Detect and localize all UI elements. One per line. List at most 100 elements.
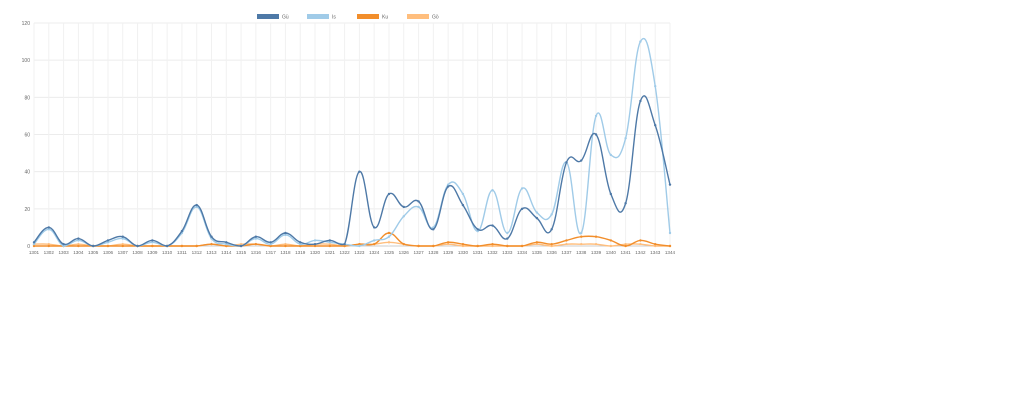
data-point[interactable] [77, 237, 80, 240]
data-point[interactable] [446, 241, 450, 244]
data-point[interactable] [550, 213, 553, 216]
data-point[interactable] [417, 200, 420, 203]
data-point[interactable] [446, 183, 450, 186]
data-point[interactable] [580, 231, 583, 235]
data-point[interactable] [446, 185, 450, 188]
legend-item[interactable]: Gö [407, 14, 439, 21]
data-point[interactable] [254, 237, 258, 240]
data-point[interactable] [91, 244, 95, 248]
data-point[interactable] [520, 187, 524, 190]
data-point[interactable] [594, 114, 598, 118]
data-point[interactable] [550, 242, 553, 246]
data-point[interactable] [343, 242, 346, 246]
data-point[interactable] [358, 244, 361, 248]
data-point[interactable] [624, 202, 627, 205]
data-point[interactable] [225, 244, 228, 248]
data-point[interactable] [180, 244, 184, 248]
data-point[interactable] [387, 192, 391, 196]
data-point[interactable] [654, 244, 657, 248]
data-point[interactable] [106, 239, 110, 242]
data-point[interactable] [432, 244, 435, 248]
data-point[interactable] [121, 237, 124, 240]
data-point[interactable] [654, 242, 657, 246]
data-point[interactable] [106, 244, 110, 248]
data-point[interactable] [210, 235, 213, 238]
data-point[interactable] [668, 183, 672, 186]
data-point[interactable] [210, 242, 213, 246]
data-point[interactable] [269, 241, 272, 244]
data-point[interactable] [506, 244, 509, 248]
data-point[interactable] [328, 244, 332, 248]
data-point[interactable] [358, 242, 361, 246]
data-point[interactable] [151, 241, 154, 244]
data-point[interactable] [520, 207, 524, 211]
data-point[interactable] [476, 228, 479, 231]
data-point[interactable] [47, 228, 50, 231]
data-point[interactable] [313, 244, 317, 248]
data-point[interactable] [47, 244, 50, 248]
data-point[interactable] [609, 192, 613, 196]
data-point[interactable] [594, 133, 598, 136]
data-point[interactable] [491, 224, 494, 227]
data-point[interactable] [461, 242, 465, 246]
data-point[interactable] [639, 239, 642, 242]
data-point[interactable] [609, 244, 613, 248]
data-point[interactable] [654, 124, 657, 127]
data-point[interactable] [609, 239, 613, 242]
legend-item[interactable]: Ku [357, 14, 388, 21]
data-point[interactable] [535, 242, 539, 246]
data-point[interactable] [550, 228, 553, 231]
data-point[interactable] [151, 244, 154, 248]
data-point[interactable] [476, 229, 479, 233]
data-point[interactable] [461, 203, 465, 207]
legend-item[interactable]: Is [307, 14, 336, 21]
data-point[interactable] [461, 192, 465, 196]
data-point[interactable] [77, 242, 80, 246]
data-point[interactable] [121, 244, 124, 248]
data-point[interactable] [195, 244, 198, 248]
data-point[interactable] [535, 216, 539, 220]
data-point[interactable] [387, 231, 391, 235]
data-point[interactable] [121, 242, 124, 246]
data-point[interactable] [195, 205, 198, 209]
data-point[interactable] [299, 242, 302, 246]
data-point[interactable] [402, 242, 405, 246]
data-point[interactable] [254, 242, 258, 246]
data-point[interactable] [565, 242, 568, 246]
data-point[interactable] [461, 244, 465, 248]
data-point[interactable] [372, 239, 376, 242]
data-point[interactable] [668, 231, 672, 235]
data-point[interactable] [151, 239, 154, 242]
data-point[interactable] [387, 241, 391, 244]
data-point[interactable] [32, 242, 36, 246]
data-point[interactable] [565, 161, 568, 164]
legend[interactable]: Gü Is Ku Gö [257, 14, 439, 21]
data-point[interactable] [639, 99, 642, 103]
data-point[interactable] [624, 244, 627, 248]
data-point[interactable] [62, 242, 65, 246]
data-point[interactable] [550, 244, 553, 248]
data-point[interactable] [624, 137, 627, 140]
data-point[interactable] [491, 244, 494, 248]
data-point[interactable] [32, 244, 36, 248]
data-point[interactable] [269, 244, 272, 248]
data-point[interactable] [639, 242, 642, 246]
data-point[interactable] [225, 242, 228, 246]
data-point[interactable] [417, 205, 420, 209]
data-point[interactable] [254, 235, 258, 238]
data-point[interactable] [580, 242, 583, 246]
data-point[interactable] [32, 241, 36, 244]
data-point[interactable] [284, 233, 287, 237]
data-point[interactable] [269, 242, 272, 246]
data-point[interactable] [239, 242, 243, 246]
data-point[interactable] [506, 237, 509, 240]
data-point[interactable] [476, 244, 479, 248]
data-point[interactable] [313, 242, 317, 246]
data-point[interactable] [491, 242, 494, 246]
data-point[interactable] [491, 189, 494, 192]
data-point[interactable] [225, 241, 228, 244]
data-point[interactable] [565, 239, 568, 242]
data-point[interactable] [165, 244, 169, 248]
data-point[interactable] [195, 203, 198, 207]
data-point[interactable] [62, 244, 65, 248]
